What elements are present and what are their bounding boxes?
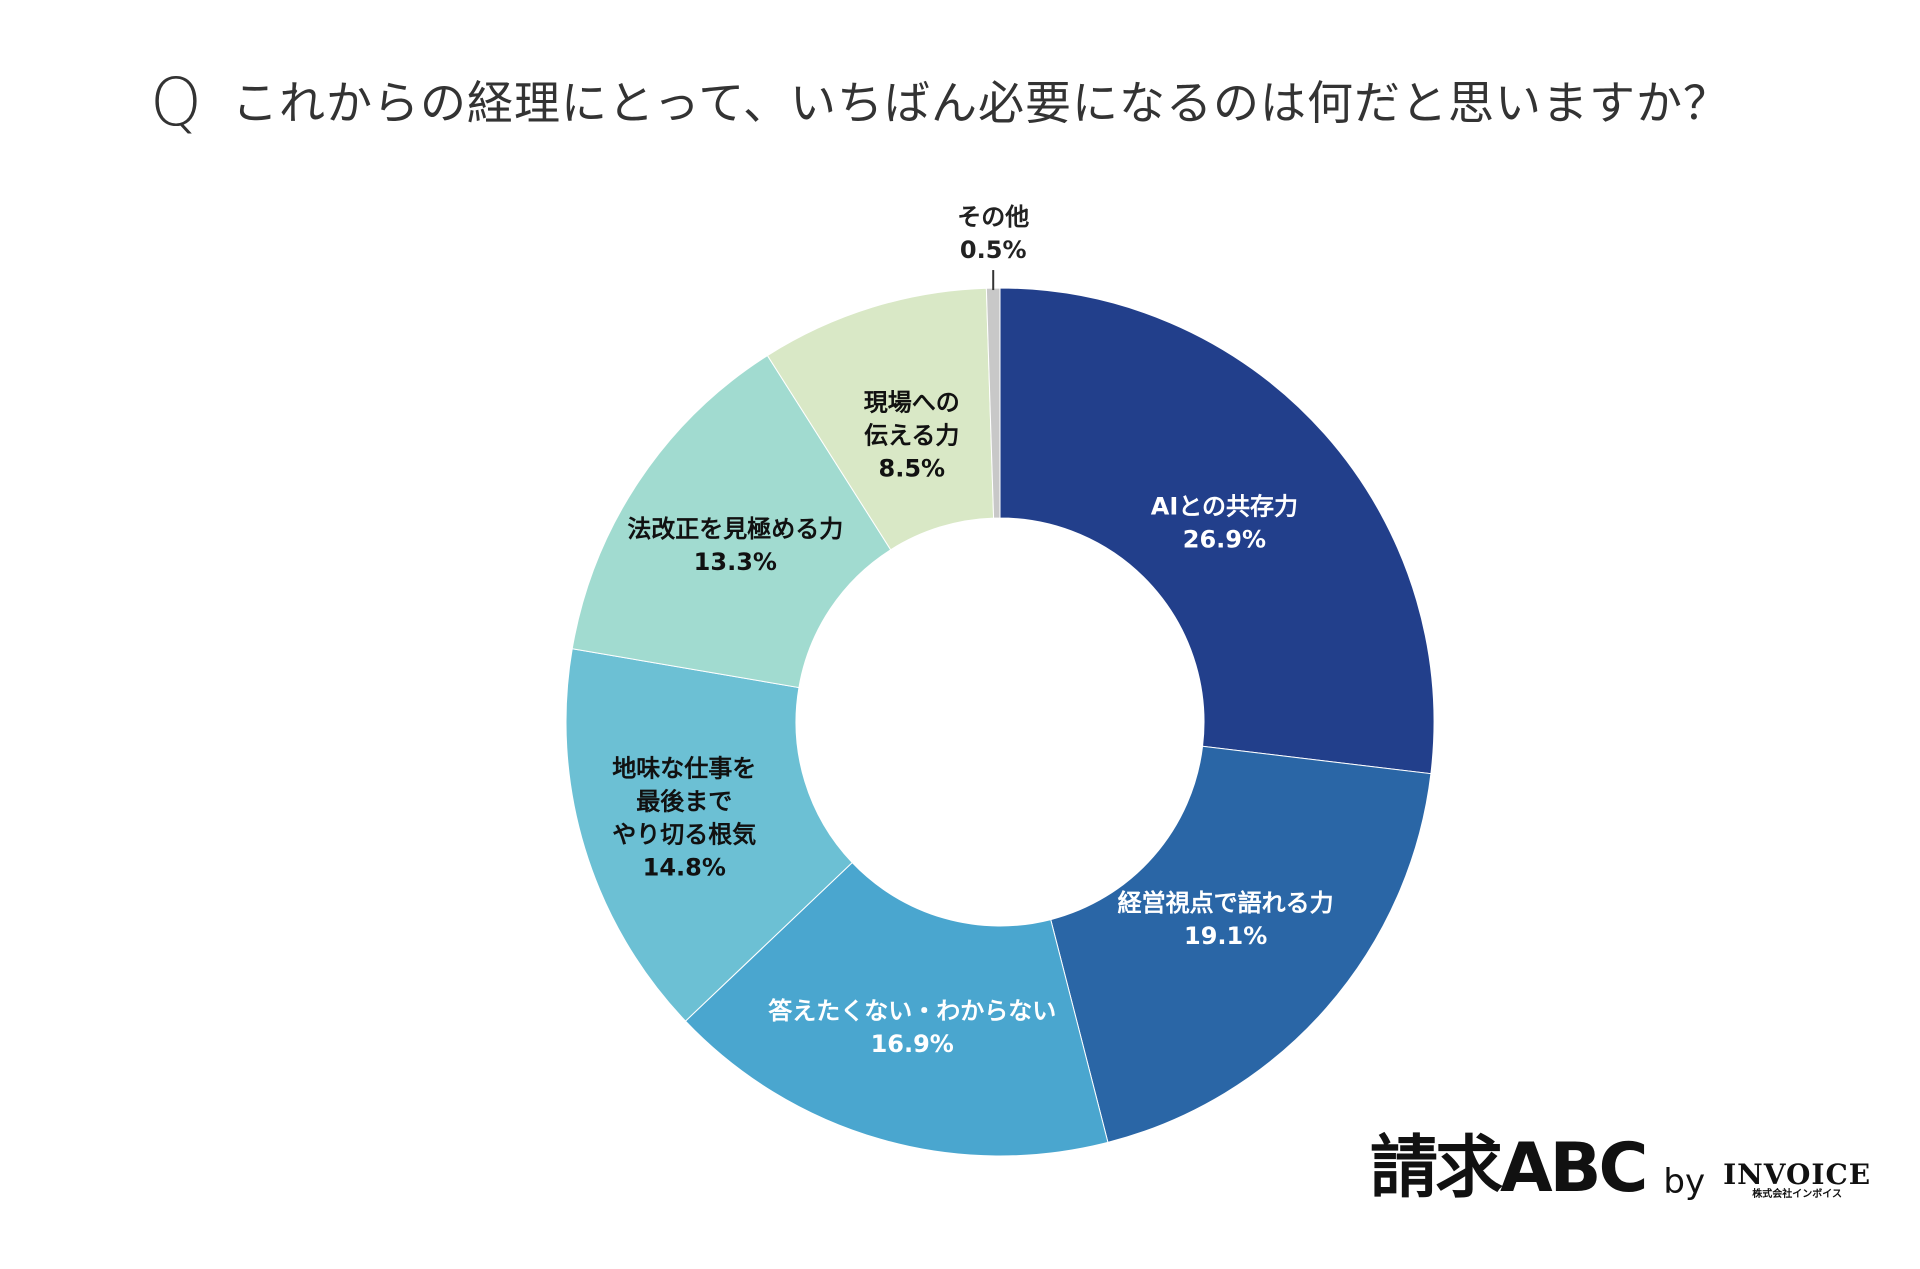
brand-main-logo: 請求ABC	[1370, 1129, 1648, 1208]
question-mark-q: Q	[150, 64, 202, 141]
brand-invoice-text: INVOICE	[1723, 1158, 1872, 1191]
slice-label: 法改正を見極める力 13.3%	[627, 515, 843, 576]
donut-slice	[571, 354, 892, 689]
slice-label: 経営視点で語れる力 19.1%	[1118, 889, 1334, 950]
donut-slice	[999, 287, 1435, 775]
donut-slice	[565, 648, 853, 1022]
brand-by-text: by	[1663, 1162, 1706, 1202]
slice-label: AIとの共存力 26.9%	[1151, 492, 1298, 553]
slice-label: 答えたくない・わからない 16.9%	[768, 997, 1056, 1058]
slice-label: その他 0.5%	[957, 203, 1029, 264]
brand-logo: 請求ABC by INVOICE 株式会社インボイス	[1370, 1135, 1871, 1203]
chart-title: これからの経理にとって、いちばん必要になるのは何だと思いますか？	[231, 76, 1730, 130]
brand-company: INVOICE 株式会社インボイス	[1723, 1161, 1871, 1203]
chart-title-row: Q これからの経理にとって、いちばん必要になるのは何だと思いますか？	[150, 70, 1730, 136]
slice-label: 地味な仕事を最後までやり切る根気 14.8%	[612, 755, 756, 882]
donut-slice	[1050, 745, 1432, 1143]
donut-slice	[684, 861, 1109, 1157]
brand-company-name: 株式会社インボイス	[1752, 1189, 1842, 1200]
slice-label: 現場への伝える力 8.5%	[864, 388, 960, 482]
donut-slice	[985, 287, 1001, 519]
